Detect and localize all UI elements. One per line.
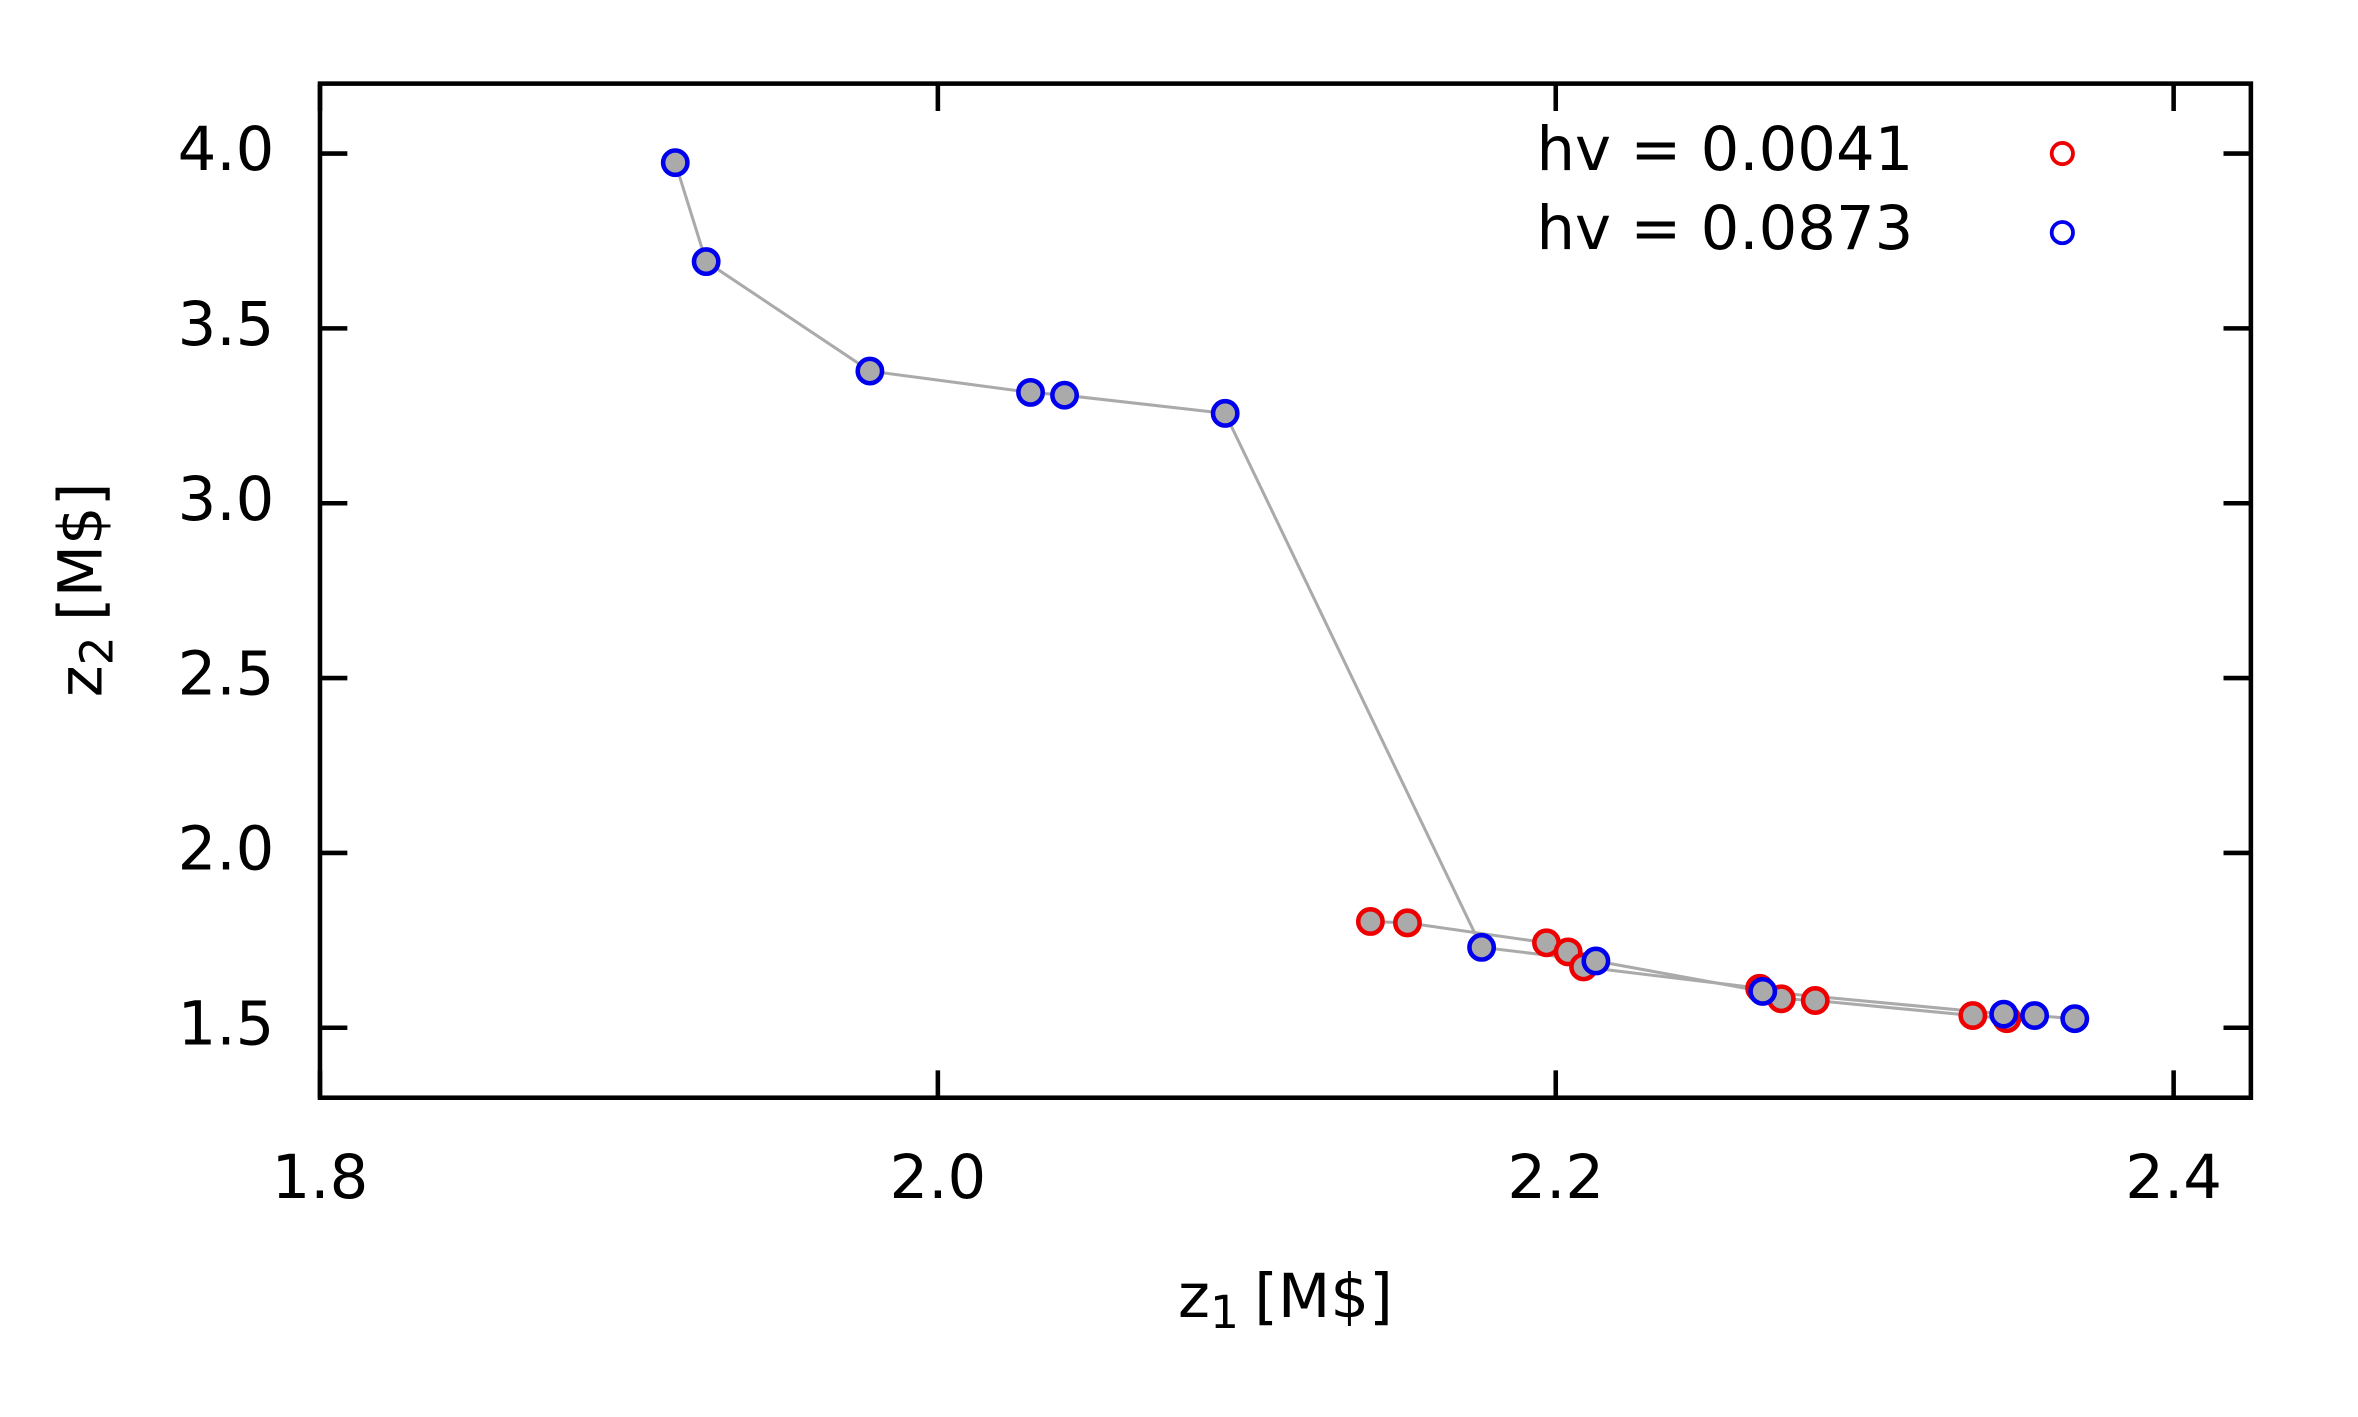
- y-tick-label: 3.0: [178, 465, 275, 535]
- point: [855, 356, 885, 386]
- point: [1467, 932, 1497, 962]
- axis-subscript: 2: [70, 636, 123, 665]
- point: [1989, 999, 2019, 1029]
- series-line: [1370, 919, 2007, 1021]
- legend-marker: [2049, 220, 2075, 246]
- series-line: [673, 162, 2075, 1021]
- x-axis-label: z1 [M$]: [1178, 1262, 1393, 1339]
- axis-unit: [M$]: [1254, 1262, 1393, 1332]
- x-tick-label: 2.2: [1507, 1143, 1604, 1213]
- point: [1016, 377, 1045, 407]
- x-tick-label: 2.4: [2125, 1143, 2222, 1213]
- point: [660, 148, 690, 178]
- point: [1581, 946, 1611, 976]
- point: [1800, 986, 1830, 1015]
- y-tick-label: 2.5: [178, 640, 275, 710]
- y-tick-label: 3.5: [178, 290, 275, 360]
- point: [1958, 1001, 1988, 1030]
- point: [1748, 976, 1778, 1006]
- point: [1050, 380, 1079, 410]
- axis-symbol: z: [46, 665, 116, 697]
- point: [2060, 1004, 2090, 1034]
- legend-marker: [2049, 141, 2075, 167]
- axis-unit: [M$]: [46, 483, 116, 622]
- legend-label: hv = 0.0873: [1537, 194, 1914, 264]
- plot-frame: [317, 81, 2254, 1100]
- y-tick-label: 2.0: [178, 815, 275, 885]
- axis-subscript: 1: [1210, 1286, 1239, 1339]
- axis-symbol: z: [1178, 1262, 1210, 1332]
- x-tick-label: 1.8: [272, 1143, 369, 1213]
- y-tick-label: 4.0: [178, 115, 275, 185]
- point: [1210, 398, 1240, 428]
- x-tick-label: 2.0: [890, 1143, 987, 1213]
- y-axis-label: z2 [M$]: [46, 483, 123, 698]
- legend-label: hv = 0.0041: [1537, 115, 1914, 185]
- y-tick-label: 1.5: [178, 989, 275, 1059]
- point: [1355, 907, 1385, 936]
- point: [1393, 908, 1422, 938]
- point: [2020, 1001, 2050, 1030]
- point: [691, 247, 721, 277]
